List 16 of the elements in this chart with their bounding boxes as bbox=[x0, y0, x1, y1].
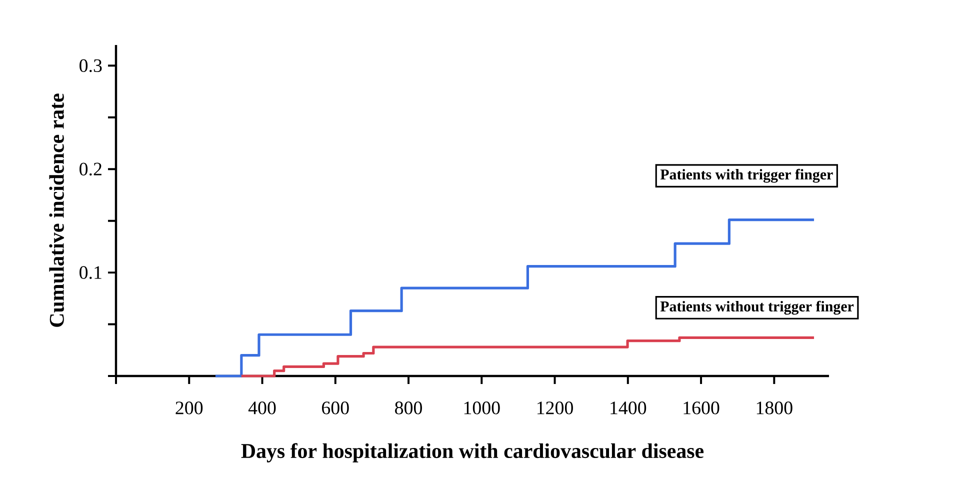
y-tick-label: 0.1 bbox=[80, 266, 102, 279]
x-tick-label: 800 bbox=[395, 402, 422, 414]
x-tick-label: 1400 bbox=[610, 402, 646, 414]
y-tick-label: 0.3 bbox=[80, 59, 102, 72]
x-tick-label: 400 bbox=[248, 402, 276, 414]
series-label: Patients without trigger finger bbox=[660, 300, 854, 315]
x-axis-title: Days for hospitalization with cardiovascular disease bbox=[241, 443, 704, 462]
x-tick-label: 1600 bbox=[684, 402, 720, 414]
y-tick-label: 0.2 bbox=[80, 162, 102, 176]
x-tick-label: 200 bbox=[176, 402, 203, 414]
x-tick-label: 1800 bbox=[756, 402, 792, 414]
y-axis-title: Cumulative incidence rate bbox=[49, 94, 64, 327]
text: Patients with trigger finger bbox=[660, 168, 833, 183]
x-tick-label: 600 bbox=[322, 402, 349, 414]
x-tick-label: 1200 bbox=[538, 402, 573, 414]
x-tick-label: 1000 bbox=[464, 402, 500, 414]
